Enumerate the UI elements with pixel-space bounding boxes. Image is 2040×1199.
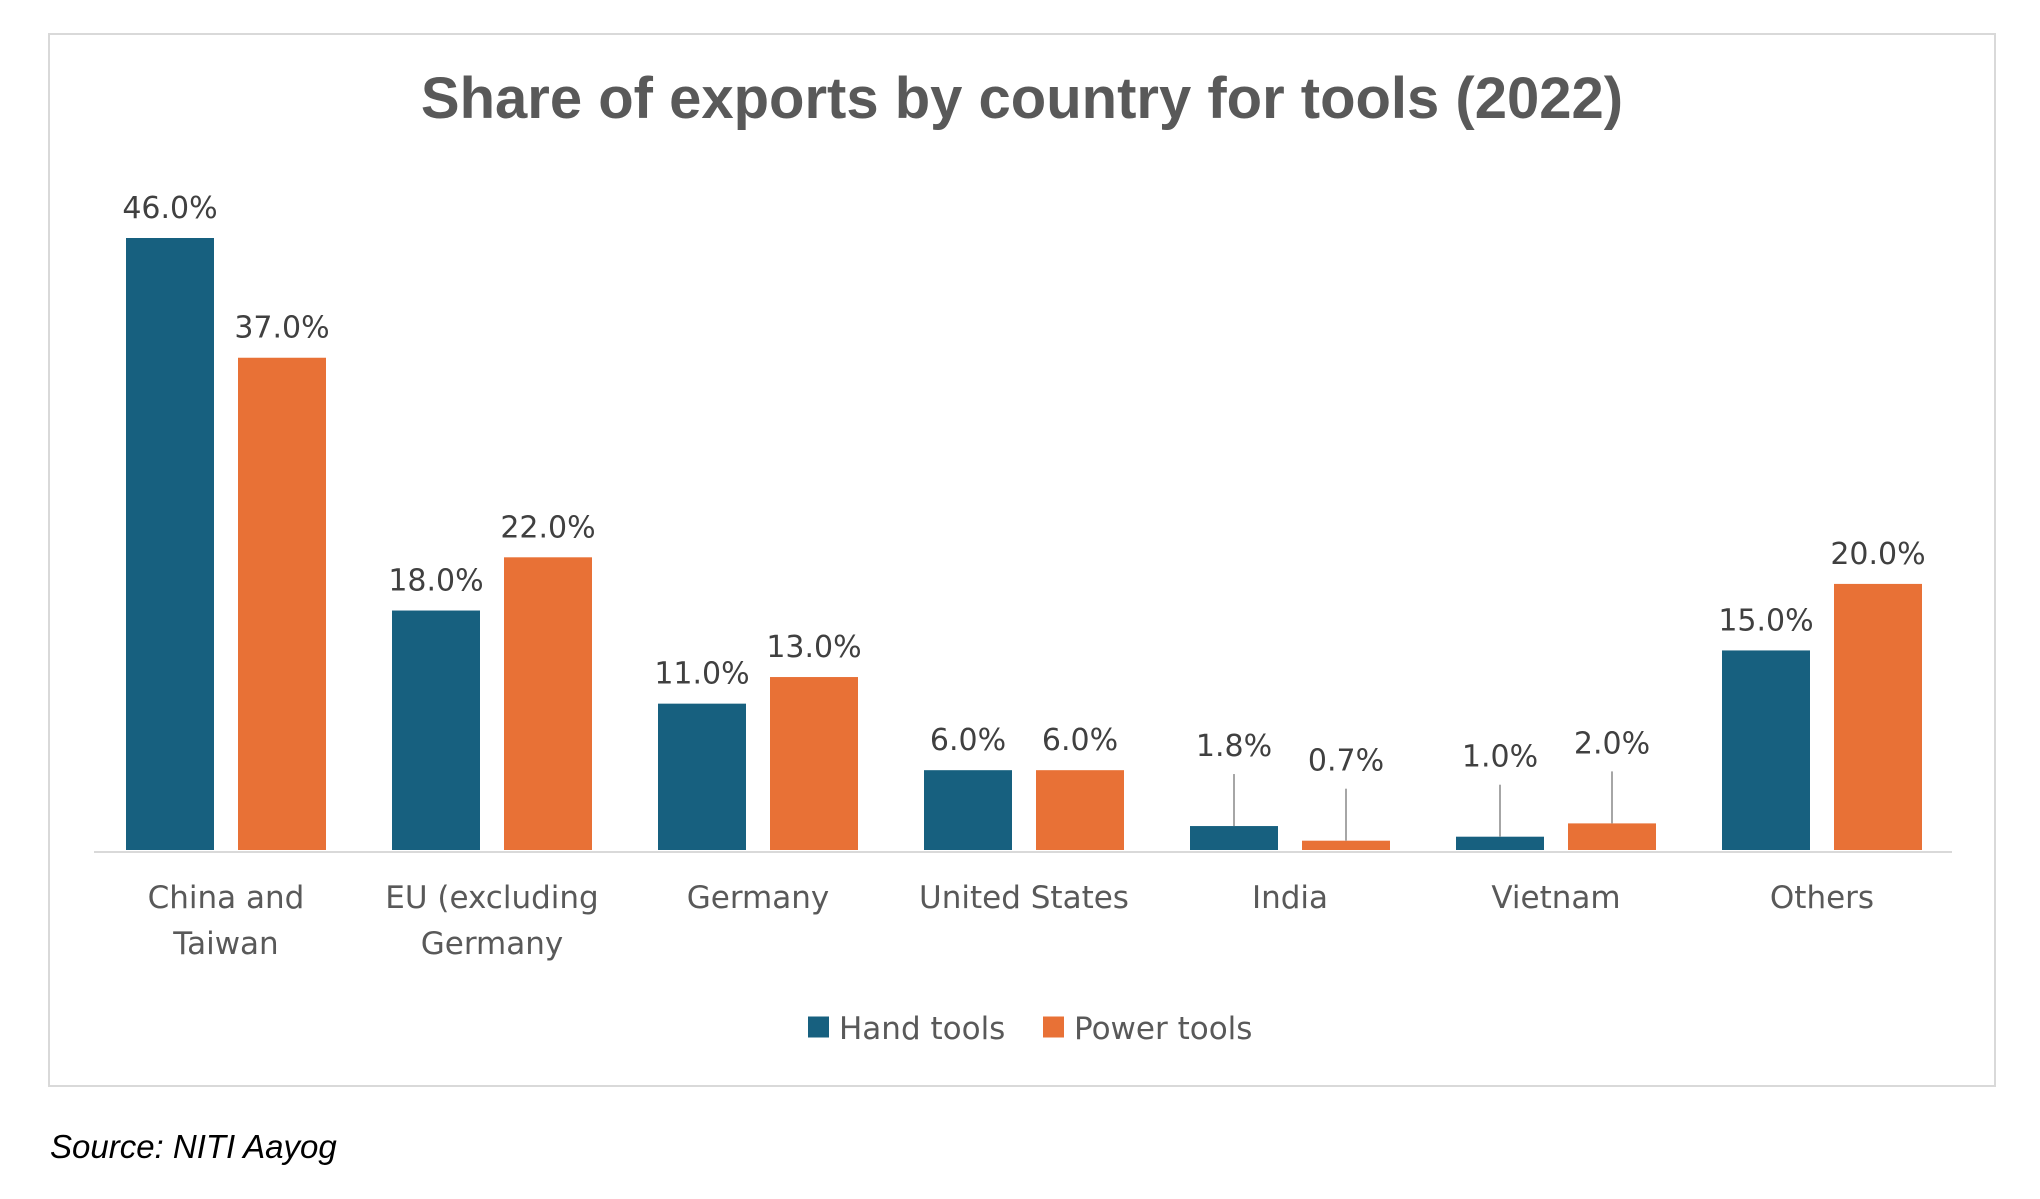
data-label-power-tools-others: 20.0%	[1830, 537, 1925, 572]
data-label-hand-tools-india: 1.8%	[1196, 729, 1272, 764]
data-label-power-tools-vietnam: 2.0%	[1574, 726, 1650, 761]
chart-title: Share of exports by country for tools (2…	[421, 66, 1623, 131]
source-note: Source: NITI Aayog	[50, 1128, 337, 1165]
data-labels: 46.0% 37.0% 18.0% 22.0% 11.0% 13.0% 6.0% 6.0% 1.…	[122, 191, 1925, 779]
legend-label-power-tools: Power tools	[1074, 1011, 1252, 1047]
bar-hand-tools-india	[1190, 826, 1278, 850]
data-label-hand-tools-eu-excluding-germany: 18.0%	[388, 564, 483, 599]
data-label-hand-tools-china-and-taiwan: 46.0%	[122, 191, 217, 226]
tick-label-others: Others	[1770, 880, 1874, 916]
leader-lines	[1233, 771, 1613, 841]
legend-swatch-hand-tools	[808, 1016, 829, 1038]
data-label-hand-tools-others: 15.0%	[1718, 603, 1813, 638]
bar-hand-tools-eu-excluding-germany	[392, 610, 480, 850]
data-label-power-tools-united-states: 6.0%	[1042, 723, 1118, 758]
bar-hand-tools-germany	[658, 703, 746, 850]
legend: Hand tools Power tools	[808, 1011, 1252, 1047]
bar-power-tools-germany	[770, 677, 858, 850]
bar-power-tools-eu-excluding-germany	[504, 557, 592, 850]
data-label-power-tools-india: 0.7%	[1308, 744, 1384, 779]
bars-layer	[126, 238, 1922, 850]
data-label-hand-tools-germany: 11.0%	[654, 657, 749, 692]
bar-power-tools-vietnam	[1568, 823, 1656, 850]
bar-hand-tools-united-states	[924, 770, 1012, 850]
legend-swatch-power-tools	[1043, 1016, 1064, 1038]
data-label-hand-tools-vietnam: 1.0%	[1462, 740, 1538, 775]
bar-power-tools-others	[1834, 583, 1922, 850]
bar-power-tools-united-states	[1036, 770, 1124, 850]
tick-label-united-states: United States	[919, 880, 1129, 916]
tick-label-germany: Germany	[687, 880, 829, 916]
category-tick-labels: China and Taiwan EU (excluding Germany Germa…	[148, 880, 1874, 962]
tick-label-india: India	[1252, 880, 1328, 916]
data-label-power-tools-china-and-taiwan: 37.0%	[234, 311, 329, 346]
data-label-power-tools-germany: 13.0%	[766, 630, 861, 665]
bar-power-tools-india	[1302, 840, 1390, 850]
data-label-hand-tools-united-states: 6.0%	[930, 723, 1006, 758]
legend-label-hand-tools: Hand tools	[839, 1011, 1005, 1047]
data-label-power-tools-eu-excluding-germany: 22.0%	[500, 510, 595, 545]
bar-hand-tools-china-and-taiwan	[126, 238, 214, 850]
chart-frame	[48, 33, 1996, 1087]
bar-hand-tools-vietnam	[1456, 836, 1544, 850]
tick-label-vietnam: Vietnam	[1491, 880, 1620, 916]
tick-label-eu-excluding-germany: EU (excluding Germany	[385, 880, 598, 962]
bar-hand-tools-others	[1722, 650, 1810, 850]
bar-power-tools-china-and-taiwan	[238, 357, 326, 850]
tick-label-china-and-taiwan: China and Taiwan	[148, 880, 305, 962]
